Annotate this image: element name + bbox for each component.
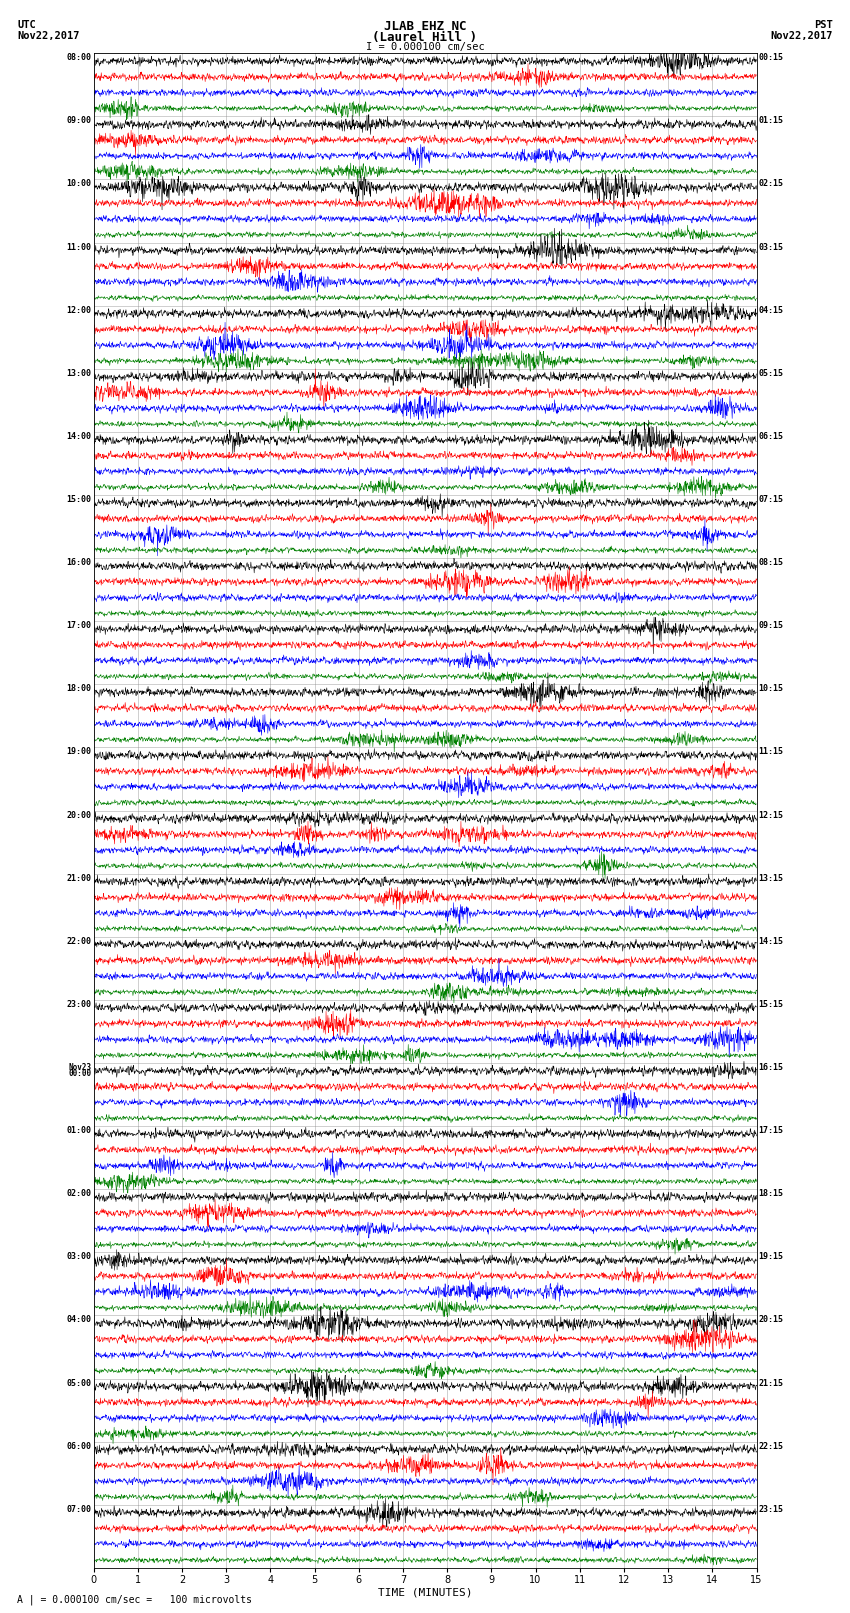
Text: 22:15: 22:15 (759, 1442, 784, 1450)
Text: JLAB EHZ NC: JLAB EHZ NC (383, 19, 467, 34)
Text: 04:15: 04:15 (759, 306, 784, 315)
Text: Nov22,2017: Nov22,2017 (17, 31, 80, 40)
Text: 23:00: 23:00 (66, 1000, 91, 1008)
Text: Nov23: Nov23 (68, 1063, 91, 1073)
Text: UTC: UTC (17, 19, 36, 31)
Text: 05:00: 05:00 (66, 1379, 91, 1387)
Text: 11:15: 11:15 (759, 747, 784, 756)
Text: 09:15: 09:15 (759, 621, 784, 631)
Text: 14:00: 14:00 (66, 432, 91, 440)
Text: PST: PST (814, 19, 833, 31)
Text: 07:15: 07:15 (759, 495, 784, 503)
Text: 03:15: 03:15 (759, 242, 784, 252)
Text: 22:00: 22:00 (66, 937, 91, 945)
Text: 17:15: 17:15 (759, 1126, 784, 1136)
Text: 03:00: 03:00 (66, 1252, 91, 1261)
Text: 02:00: 02:00 (66, 1189, 91, 1198)
Text: 06:15: 06:15 (759, 432, 784, 440)
Text: 20:15: 20:15 (759, 1316, 784, 1324)
Text: 09:00: 09:00 (66, 116, 91, 126)
Text: 00:00: 00:00 (68, 1069, 91, 1077)
Text: 17:00: 17:00 (66, 621, 91, 631)
Text: 07:00: 07:00 (66, 1505, 91, 1513)
Text: 04:00: 04:00 (66, 1316, 91, 1324)
Text: 08:15: 08:15 (759, 558, 784, 568)
Text: 15:00: 15:00 (66, 495, 91, 503)
Text: 13:00: 13:00 (66, 369, 91, 377)
Text: 15:15: 15:15 (759, 1000, 784, 1008)
Text: 19:15: 19:15 (759, 1252, 784, 1261)
Text: 18:00: 18:00 (66, 684, 91, 694)
Text: 01:00: 01:00 (66, 1126, 91, 1136)
Text: 16:15: 16:15 (759, 1063, 784, 1073)
Text: 13:15: 13:15 (759, 874, 784, 882)
Text: 02:15: 02:15 (759, 179, 784, 189)
Text: 21:15: 21:15 (759, 1379, 784, 1387)
Text: 11:00: 11:00 (66, 242, 91, 252)
Text: 23:15: 23:15 (759, 1505, 784, 1513)
Text: 10:15: 10:15 (759, 684, 784, 694)
X-axis label: TIME (MINUTES): TIME (MINUTES) (377, 1587, 473, 1597)
Text: 12:15: 12:15 (759, 811, 784, 819)
Text: (Laurel Hill ): (Laurel Hill ) (372, 31, 478, 44)
Text: 20:00: 20:00 (66, 811, 91, 819)
Text: 08:00: 08:00 (66, 53, 91, 63)
Text: 14:15: 14:15 (759, 937, 784, 945)
Text: 10:00: 10:00 (66, 179, 91, 189)
Text: Nov22,2017: Nov22,2017 (770, 31, 833, 40)
Text: 05:15: 05:15 (759, 369, 784, 377)
Text: 19:00: 19:00 (66, 747, 91, 756)
Text: 18:15: 18:15 (759, 1189, 784, 1198)
Text: 06:00: 06:00 (66, 1442, 91, 1450)
Text: 16:00: 16:00 (66, 558, 91, 568)
Text: 00:15: 00:15 (759, 53, 784, 63)
Text: I = 0.000100 cm/sec: I = 0.000100 cm/sec (366, 42, 484, 52)
Text: 21:00: 21:00 (66, 874, 91, 882)
Text: 01:15: 01:15 (759, 116, 784, 126)
Text: A | = 0.000100 cm/sec =   100 microvolts: A | = 0.000100 cm/sec = 100 microvolts (17, 1594, 252, 1605)
Text: 12:00: 12:00 (66, 306, 91, 315)
